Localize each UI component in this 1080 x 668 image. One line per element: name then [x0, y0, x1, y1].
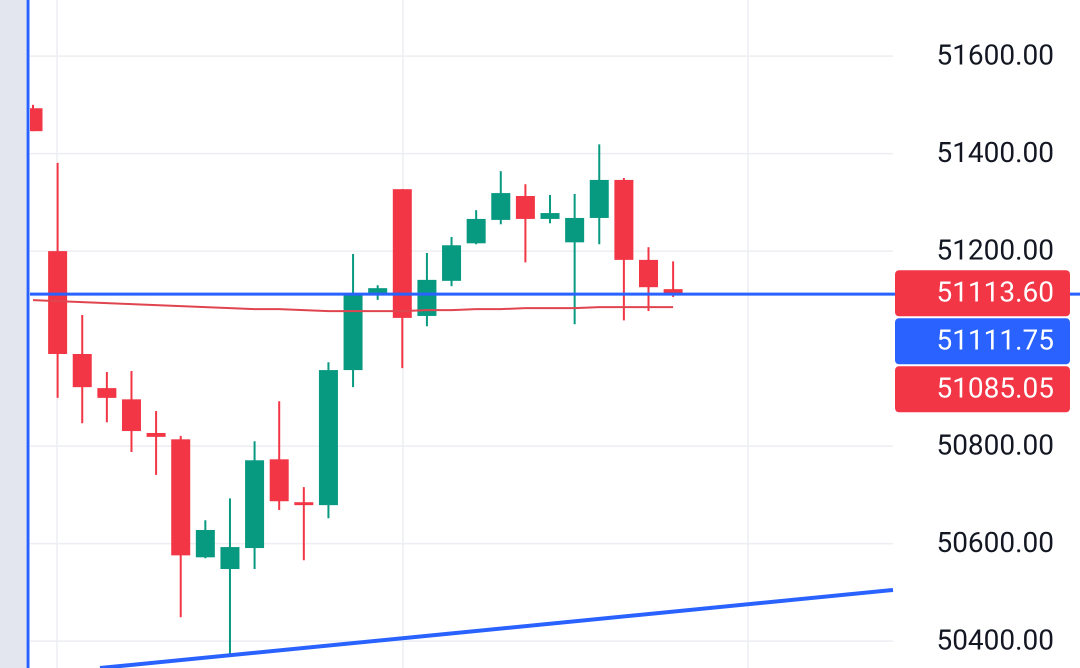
- candle-body: [417, 279, 437, 316]
- price-label: 51085.05: [936, 372, 1054, 405]
- price-label-box: [895, 270, 1070, 317]
- candle-body: [195, 530, 215, 558]
- y-tick-label: 51400.00: [936, 136, 1054, 169]
- y-tick-label: 51600.00: [936, 38, 1054, 71]
- candle-body: [565, 217, 585, 243]
- candle-body: [392, 189, 412, 318]
- candle-body: [515, 196, 535, 219]
- y-tick-label: 51200.00: [936, 234, 1054, 267]
- y-tick-label: 50400.00: [936, 624, 1054, 657]
- candle-body: [269, 459, 289, 502]
- moving-average: [32, 299, 674, 313]
- price-label-box: [895, 318, 1070, 365]
- plot-area: [30, 104, 683, 657]
- left-strip: [0, 0, 26, 668]
- price-axis: 50400.00 50600.00 50800.00 51200.00 51400.00…: [936, 38, 1054, 656]
- candle-body: [466, 218, 486, 244]
- candle-body: [343, 293, 363, 371]
- y-tick-label: 50600.00: [936, 526, 1054, 559]
- candle-body: [589, 179, 609, 218]
- candle-body: [146, 432, 166, 437]
- candle-body: [639, 259, 658, 288]
- candle-body: [245, 460, 265, 549]
- grid: [30, 0, 893, 668]
- candle-body: [220, 547, 240, 570]
- candle-body: [663, 289, 683, 294]
- candle-body: [48, 251, 68, 354]
- candle-body: [72, 353, 92, 388]
- price-label: 51111.75: [936, 324, 1054, 357]
- y-tick-label: 50800.00: [936, 429, 1054, 462]
- candle-body: [368, 288, 388, 295]
- candle-body: [614, 179, 634, 260]
- candle-body: [442, 245, 462, 281]
- candle-body: [491, 193, 511, 220]
- candle-body: [318, 370, 338, 506]
- price-label: 51113.60: [936, 276, 1054, 309]
- candle-body: [30, 108, 43, 132]
- candle-body: [97, 388, 117, 398]
- price-label-box: [895, 366, 1070, 413]
- candle-body: [540, 213, 560, 219]
- candle-body: [121, 399, 141, 432]
- candle-body: [294, 502, 314, 506]
- trend-line: [99, 588, 894, 668]
- candle-body: [171, 439, 191, 556]
